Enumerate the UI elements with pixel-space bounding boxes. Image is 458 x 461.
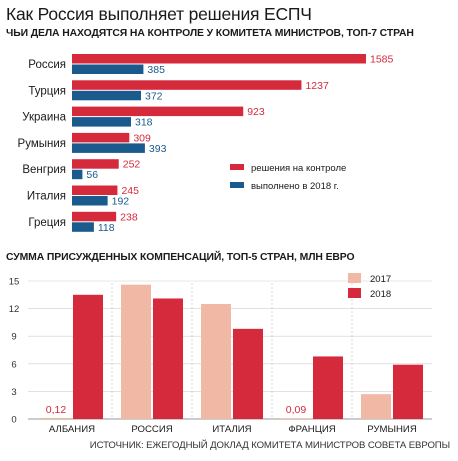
category-label: Турция xyxy=(28,85,66,97)
bar-executed xyxy=(72,196,108,206)
source-note: ИСТОЧНИК: ЕЖЕГОДНЫЙ ДОКЛАД КОМИТЕТА МИНИ… xyxy=(89,440,450,451)
y-tick-label: 12 xyxy=(9,304,20,315)
bar-2017 xyxy=(121,284,151,419)
legend-swatch xyxy=(348,288,361,298)
bar-executed xyxy=(72,90,142,101)
bar-value-label: 238 xyxy=(120,211,138,223)
bar-under-control xyxy=(72,106,244,117)
bar-value-label: 385 xyxy=(147,64,165,76)
x-category-label: АЛБАНИЯ xyxy=(49,424,95,435)
bar-under-control xyxy=(72,80,302,90)
bar-value-label: 923 xyxy=(247,106,265,118)
x-category-label: ФРАНЦИЯ xyxy=(288,424,335,435)
bar-value-label: 372 xyxy=(145,90,163,102)
bar-value-label: 118 xyxy=(98,222,115,234)
y-tick-label: 6 xyxy=(11,359,16,370)
x-category-label: РУМЫНИЯ xyxy=(367,424,417,435)
bar-value-label: 56 xyxy=(86,169,98,181)
bar-2018 xyxy=(313,356,343,419)
legend-label: 2018 xyxy=(370,289,391,300)
category-label: Венгрия xyxy=(22,164,66,176)
bar-executed xyxy=(72,143,145,153)
category-label: Греция xyxy=(28,217,66,229)
legend-label: решения на контроле xyxy=(251,163,346,174)
bar-under-control xyxy=(72,159,119,169)
category-label: Украина xyxy=(22,112,66,124)
bar-executed xyxy=(72,222,94,232)
bar-value-label: 393 xyxy=(149,143,167,155)
bar-2018 xyxy=(153,298,183,419)
legend-label: выполнено в 2018 г. xyxy=(251,181,339,192)
legend-swatch xyxy=(348,273,361,283)
bar-2017 xyxy=(201,304,231,419)
bar-value-label: 1585 xyxy=(370,54,394,66)
y-tick-label: 9 xyxy=(11,332,16,343)
category-label: Россия xyxy=(28,59,66,71)
category-label: Италия xyxy=(27,191,66,203)
bar-value-label: 309 xyxy=(133,132,151,144)
chart1-title: ЧЬИ ДЕЛА НАХОДЯТСЯ НА КОНТРОЛЕ У КОМИТЕТ… xyxy=(6,28,414,39)
bar-executed xyxy=(72,64,144,74)
bar-2017 xyxy=(41,417,71,419)
page-title: Как Россия выполняет решения ЕСПЧ xyxy=(6,4,312,24)
y-tick-label: 15 xyxy=(9,277,20,288)
bar-under-control xyxy=(72,185,118,195)
bar-executed xyxy=(72,117,131,127)
legend-label: 2017 xyxy=(370,274,391,285)
bar-under-control xyxy=(72,211,117,222)
bar-value-label: 0,12 xyxy=(46,404,67,416)
chart2-title: СУММА ПРИСУЖДЕННЫХ КОМПЕНСАЦИЙ, ТОП-5 СТ… xyxy=(6,252,355,263)
y-tick-label: 3 xyxy=(11,387,16,398)
bar-under-control xyxy=(72,132,130,143)
bar-value-label: 318 xyxy=(135,117,153,129)
bar-value-label: 0,09 xyxy=(286,404,307,416)
bar-value-label: 192 xyxy=(112,196,130,208)
legend-swatch xyxy=(230,164,244,170)
bar-under-control xyxy=(72,54,366,64)
y-tick-label: 0 xyxy=(11,415,16,426)
legend-swatch xyxy=(230,182,244,188)
bar-value-label: 252 xyxy=(123,159,141,171)
category-label: Румыния xyxy=(18,138,66,150)
bar-2018 xyxy=(233,328,263,419)
bar-2018 xyxy=(73,294,103,419)
x-category-label: ИТАЛИЯ xyxy=(212,424,251,435)
bar-2017 xyxy=(361,394,391,419)
bar-2017 xyxy=(281,418,311,419)
bar-value-label: 245 xyxy=(121,185,139,197)
bar-value-label: 1237 xyxy=(305,80,329,92)
x-category-label: РОССИЯ xyxy=(131,424,172,435)
bar-2018 xyxy=(393,364,423,419)
bar-executed xyxy=(72,169,83,180)
